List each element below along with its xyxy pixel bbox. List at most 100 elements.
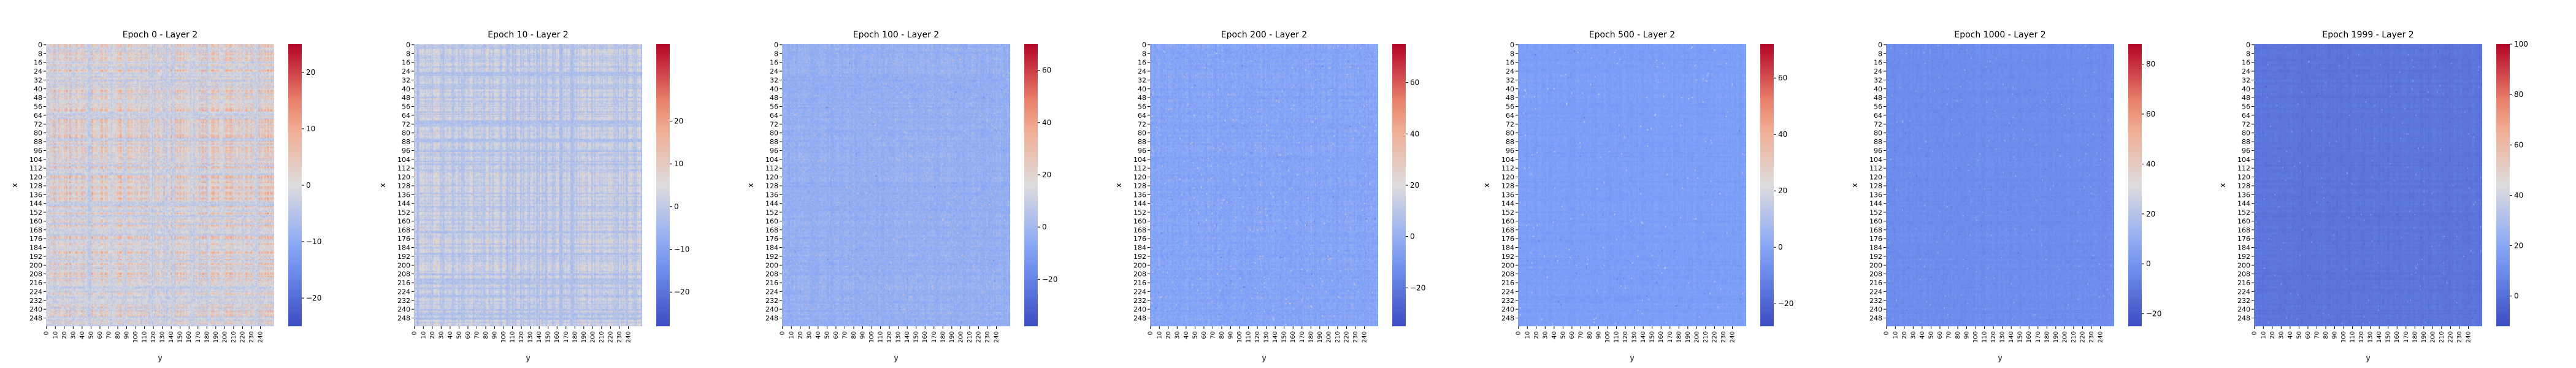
x-tick-label: 30 [1542,331,1549,339]
y-tick-label: 104 [2237,156,2250,164]
y-tick-label: 96 [1506,147,1514,155]
y-tick-label: 120 [2237,174,2250,182]
y-tick-label: 72 [1506,120,1514,128]
chart-title: Epoch 1999 - Layer 2 [2322,30,2413,40]
y-tick-label: 192 [2237,253,2250,261]
x-tick-label: 40 [1551,331,1558,339]
y-tick-label: 200 [1501,261,1514,269]
x-tick-label: 240 [2097,331,2104,343]
x-tick-label: 0 [412,331,418,335]
y-tick-label: 96 [34,147,42,155]
x-tick-label: 80 [2323,331,2329,339]
y-tick-label: 48 [770,94,778,102]
y-tick-label: 176 [765,235,778,243]
y-tick-label: 112 [1869,164,1882,172]
y-tick-label: 40 [2242,85,2250,93]
y-tick-label: 224 [397,288,410,296]
x-axis-label: y [158,354,162,362]
chart-title: Epoch 1000 - Layer 2 [1954,30,2045,40]
x-tick-label: 50 [456,331,462,339]
y-tick-label: 152 [1133,209,1146,217]
y-tick-label: 48 [1506,94,1514,102]
colorbar-tick-label: −10 [674,245,689,254]
y-tick-label: 64 [402,112,410,120]
x-tick-label: 210 [1703,331,1709,343]
x-tick-label: 80 [115,331,121,339]
y-tick-label: 32 [1506,76,1514,84]
y-tick-label: 80 [1874,129,1882,137]
x-tick-label: 180 [2412,331,2418,343]
x-tick-label: 170 [1299,331,1306,343]
x-tick-label: 220 [1711,331,1718,343]
x-tick-label: 50 [1928,331,1934,339]
y-tick-label: 168 [397,226,410,234]
y-tick-label: 88 [770,138,778,146]
colorbar-tick-label: 40 [2514,191,2523,199]
y-tick-label: 224 [1501,288,1514,296]
x-tick-label: 120 [1622,331,1629,343]
x-tick-label: 160 [2026,331,2033,343]
x-tick-label: 60 [1937,331,1944,339]
x-tick-label: 110 [878,331,884,343]
x-tick-label: 70 [473,331,480,339]
y-tick-label: 208 [397,270,410,278]
y-tick-label: 232 [2237,297,2250,305]
y-tick-label: 192 [765,253,778,261]
colorbar-tick-label: 0 [306,181,311,190]
x-tick-label: 90 [1596,331,1603,339]
heatmap-cells [1518,44,1746,326]
x-tick-label: 10 [1524,331,1531,339]
y-tick-label: 248 [1501,315,1514,323]
colorbar-tick-label: 20 [1042,171,1051,179]
y-axis-label: x [1114,183,1123,187]
x-tick-label: 20 [1901,331,1908,339]
colorbar-tick-label: −20 [306,294,321,302]
x-tick-label: 130 [527,331,534,343]
y-tick-label: 192 [1501,253,1514,261]
x-tick-label: 220 [2447,331,2454,343]
colorbar-tick-label: 60 [2514,140,2523,149]
y-tick-label: 240 [1869,305,1882,313]
x-tick-label: 140 [904,331,911,343]
x-tick-label: 150 [913,331,920,343]
x-tick-label: 10 [52,331,59,339]
x-tick-label: 80 [851,331,857,339]
colorbar [288,44,302,326]
y-tick-label: 216 [29,279,42,287]
y-tick-label: 192 [1869,253,1882,261]
y-tick-label: 144 [2237,200,2250,208]
x-tick-label: 160 [1290,331,1297,343]
y-tick-label: 32 [770,76,778,84]
y-tick-label: 112 [29,164,42,172]
y-tick-label: 56 [770,103,778,111]
x-tick-label: 90 [1964,331,1971,339]
x-tick-label: 160 [1658,331,1665,343]
x-tick-label: 240 [2465,331,2472,343]
y-tick-label: 32 [34,76,42,84]
x-tick-label: 20 [1533,331,1540,339]
x-tick-label: 0 [2252,331,2258,335]
y-tick-label: 72 [1874,120,1882,128]
x-tick-label: 150 [2017,331,2024,343]
y-tick-label: 112 [1501,164,1514,172]
y-tick-label: 216 [1869,279,1882,287]
colorbar-tick-label: 60 [1410,79,1419,87]
y-tick-label: 48 [402,94,410,102]
y-tick-label: 104 [1501,156,1514,164]
x-tick-label: 110 [2350,331,2356,343]
x-tick-label: 100 [500,331,507,343]
y-tick-label: 248 [397,315,410,323]
colorbar-tick-label: 20 [2146,210,2155,218]
y-tick-label: 16 [2242,59,2250,67]
y-tick-label: 144 [1133,200,1146,208]
colorbar [2496,44,2510,326]
y-tick-label: 168 [2237,226,2250,234]
x-tick-label: 130 [1263,331,1270,343]
y-tick-label: 56 [2242,103,2250,111]
y-tick-label: 104 [29,156,42,164]
y-tick-label: 224 [1869,288,1882,296]
x-tick-label: 150 [1281,331,1288,343]
y-tick-label: 128 [1133,182,1146,190]
y-tick-label: 16 [1874,59,1882,67]
y-tick-label: 184 [397,244,410,252]
